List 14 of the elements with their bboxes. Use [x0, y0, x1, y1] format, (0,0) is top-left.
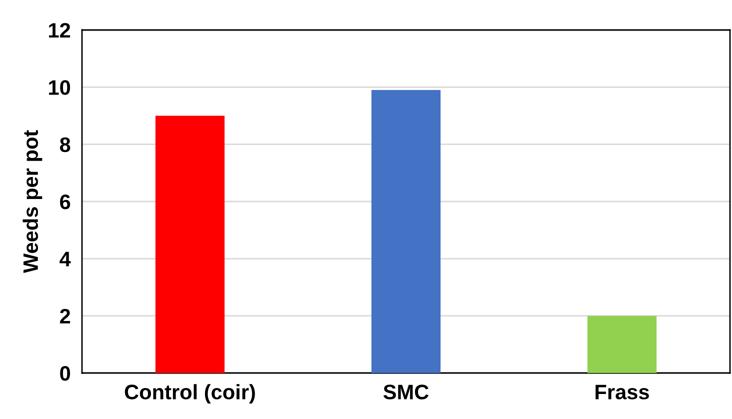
- y-tick-label: 10: [49, 80, 70, 95]
- x-tick-label: SMC: [383, 384, 429, 400]
- y-tick-label: 6: [60, 194, 70, 210]
- bar: [155, 116, 225, 373]
- bar: [371, 90, 441, 373]
- y-tick-label: 0: [60, 366, 70, 381]
- y-tick-label: 8: [60, 137, 70, 152]
- y-tick-label: 2: [60, 308, 70, 324]
- y-tick-label: 12: [49, 23, 70, 38]
- bar: [587, 316, 657, 373]
- x-tick-label: Control (coir): [124, 384, 255, 404]
- y-axis-title: Weeds per pot: [22, 130, 42, 274]
- x-tick-label: Frass: [596, 384, 649, 400]
- y-tick-label: 4: [60, 252, 71, 266]
